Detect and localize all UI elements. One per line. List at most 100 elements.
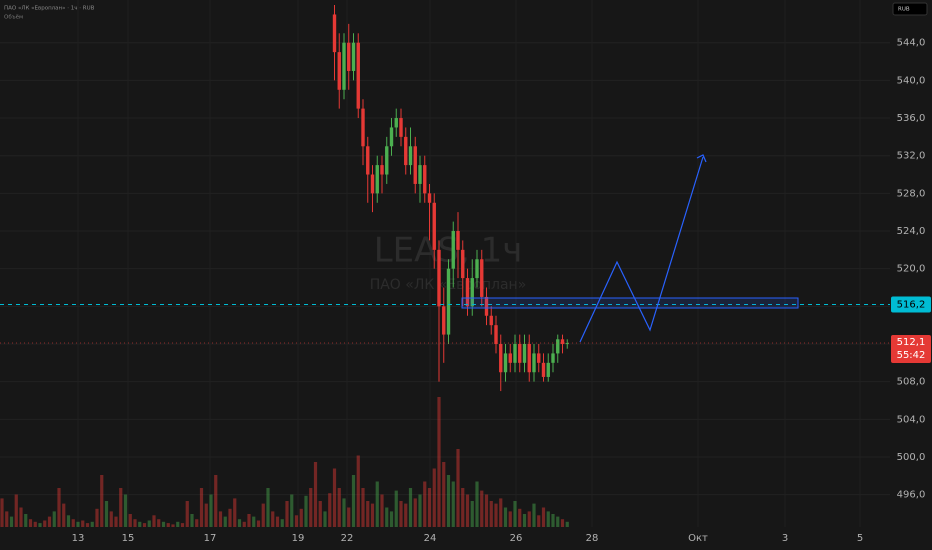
x-tick-label: 15	[122, 533, 135, 544]
volume-bar	[185, 501, 189, 527]
volume-bar	[190, 514, 194, 527]
candle-body	[389, 127, 394, 147]
volume-bar	[76, 521, 80, 527]
volume-bar	[356, 455, 360, 527]
candle-body	[556, 339, 560, 354]
candle-body	[394, 118, 398, 128]
volume-bar	[494, 503, 498, 527]
y-tick-label: 524,0	[897, 226, 926, 237]
volume-bar	[199, 488, 204, 527]
volume-bar	[247, 514, 251, 527]
volume-bar	[294, 515, 299, 527]
volume-bar	[62, 503, 66, 527]
volume-bar	[385, 507, 389, 527]
volume-bar	[176, 521, 180, 527]
volume-bar	[304, 495, 308, 527]
volume-bar	[104, 501, 109, 527]
y-tick-label: 540,0	[897, 75, 926, 86]
candle-body	[413, 146, 417, 184]
volume-bar	[47, 516, 52, 527]
candle-body	[423, 165, 427, 194]
volume-bar	[19, 507, 23, 527]
y-tick-label: 496,0	[897, 490, 926, 501]
y-tick-label: 532,0	[897, 151, 926, 162]
currency-button[interactable]	[892, 2, 928, 16]
volume-bar	[337, 488, 341, 527]
volume-bar	[133, 519, 137, 527]
volume-bar	[380, 494, 384, 527]
volume-bar	[0, 498, 4, 527]
candle-body	[432, 202, 436, 250]
x-tick-label: 3	[782, 533, 788, 544]
volume-bar	[223, 516, 227, 527]
indicator-label: Объём	[4, 15, 23, 21]
volume-bar	[480, 490, 484, 527]
candle-body	[342, 42, 346, 90]
volume-bar	[342, 498, 346, 527]
volume-bar	[9, 516, 14, 527]
candle-body	[375, 165, 379, 194]
volume-bar	[442, 462, 446, 527]
candle-body	[527, 343, 531, 373]
last-price-label: 512,1	[897, 337, 926, 348]
candle-body	[508, 353, 512, 363]
volume-bar	[123, 494, 128, 527]
candle-body	[332, 14, 337, 53]
candle-body	[446, 268, 451, 335]
volume-bar	[228, 508, 232, 527]
candle-body	[503, 353, 508, 373]
candle-body	[370, 174, 375, 194]
volume-bar	[138, 521, 142, 527]
candle-body	[546, 362, 550, 377]
volume-bar	[560, 519, 565, 527]
volume-bar	[218, 511, 223, 527]
volume-bar	[347, 507, 351, 527]
volume-bar	[508, 511, 512, 527]
candle-body	[484, 296, 489, 316]
volume-bar	[180, 523, 185, 527]
volume-bar	[399, 501, 403, 527]
volume-bar	[427, 488, 432, 527]
volume-bar	[252, 516, 256, 527]
level-label: 516,2	[897, 299, 926, 310]
y-tick-label: 504,0	[897, 414, 926, 425]
volume-bar	[489, 501, 493, 527]
volume-bar	[66, 515, 71, 527]
candle-body	[427, 193, 432, 203]
volume-bar	[546, 511, 550, 527]
candle-body	[513, 343, 517, 363]
volume-bar	[280, 519, 284, 527]
volume-bar	[171, 524, 175, 527]
volume-bar	[275, 516, 280, 527]
candle-body	[560, 339, 565, 344]
volume-bar	[166, 523, 170, 527]
candle-body	[451, 231, 455, 269]
volume-bar	[465, 494, 470, 527]
volume-bar	[470, 501, 474, 527]
price-axis	[890, 0, 932, 550]
last-price-badge	[891, 335, 931, 364]
volume-bar	[261, 503, 265, 527]
currency-label: RUB	[898, 7, 910, 13]
volume-bar	[423, 481, 427, 527]
candle-body	[347, 42, 351, 71]
volume-bar	[157, 519, 161, 527]
volume-bar	[271, 511, 275, 527]
arrow-head	[696, 154, 707, 163]
volume-bar	[114, 516, 118, 527]
volume-bar	[85, 523, 90, 527]
volume-bar	[370, 503, 375, 527]
volume-bar	[499, 498, 503, 527]
volume-bar	[142, 523, 147, 527]
candle-body	[489, 315, 493, 326]
volume-bar	[394, 490, 398, 527]
volume-bar	[128, 514, 132, 527]
volume-bar	[38, 523, 42, 527]
candle-body	[532, 353, 536, 373]
y-tick-label: 520,0	[897, 264, 926, 275]
candle-body	[480, 259, 484, 297]
candle-body	[499, 343, 503, 373]
volume-bar	[24, 514, 28, 527]
volume-bar	[233, 498, 237, 527]
